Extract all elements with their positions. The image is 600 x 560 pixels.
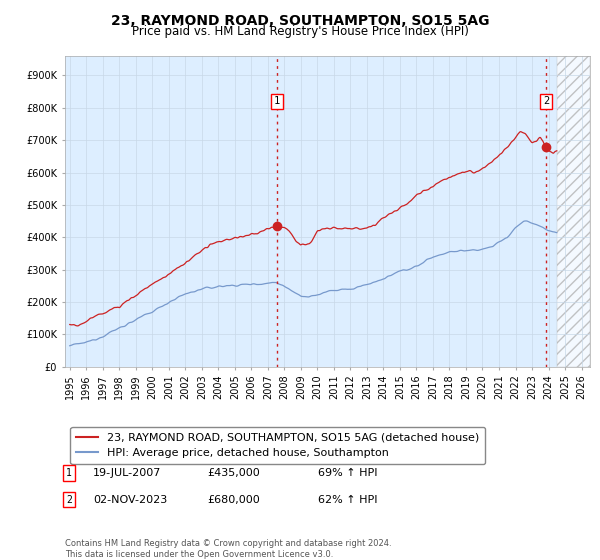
Text: £680,000: £680,000	[207, 494, 260, 505]
Text: Price paid vs. HM Land Registry's House Price Index (HPI): Price paid vs. HM Land Registry's House …	[131, 25, 469, 38]
Text: 2: 2	[66, 494, 72, 505]
Text: 23, RAYMOND ROAD, SOUTHAMPTON, SO15 5AG: 23, RAYMOND ROAD, SOUTHAMPTON, SO15 5AG	[111, 14, 489, 28]
Text: 19-JUL-2007: 19-JUL-2007	[93, 468, 161, 478]
Text: 1: 1	[274, 96, 280, 106]
Text: £435,000: £435,000	[207, 468, 260, 478]
Text: 1: 1	[66, 468, 72, 478]
Legend: 23, RAYMOND ROAD, SOUTHAMPTON, SO15 5AG (detached house), HPI: Average price, de: 23, RAYMOND ROAD, SOUTHAMPTON, SO15 5AG …	[70, 427, 485, 464]
Text: Contains HM Land Registry data © Crown copyright and database right 2024.
This d: Contains HM Land Registry data © Crown c…	[65, 539, 391, 559]
Text: 62% ↑ HPI: 62% ↑ HPI	[318, 494, 377, 505]
Text: 02-NOV-2023: 02-NOV-2023	[93, 494, 167, 505]
Text: 2: 2	[543, 96, 549, 106]
Text: 69% ↑ HPI: 69% ↑ HPI	[318, 468, 377, 478]
